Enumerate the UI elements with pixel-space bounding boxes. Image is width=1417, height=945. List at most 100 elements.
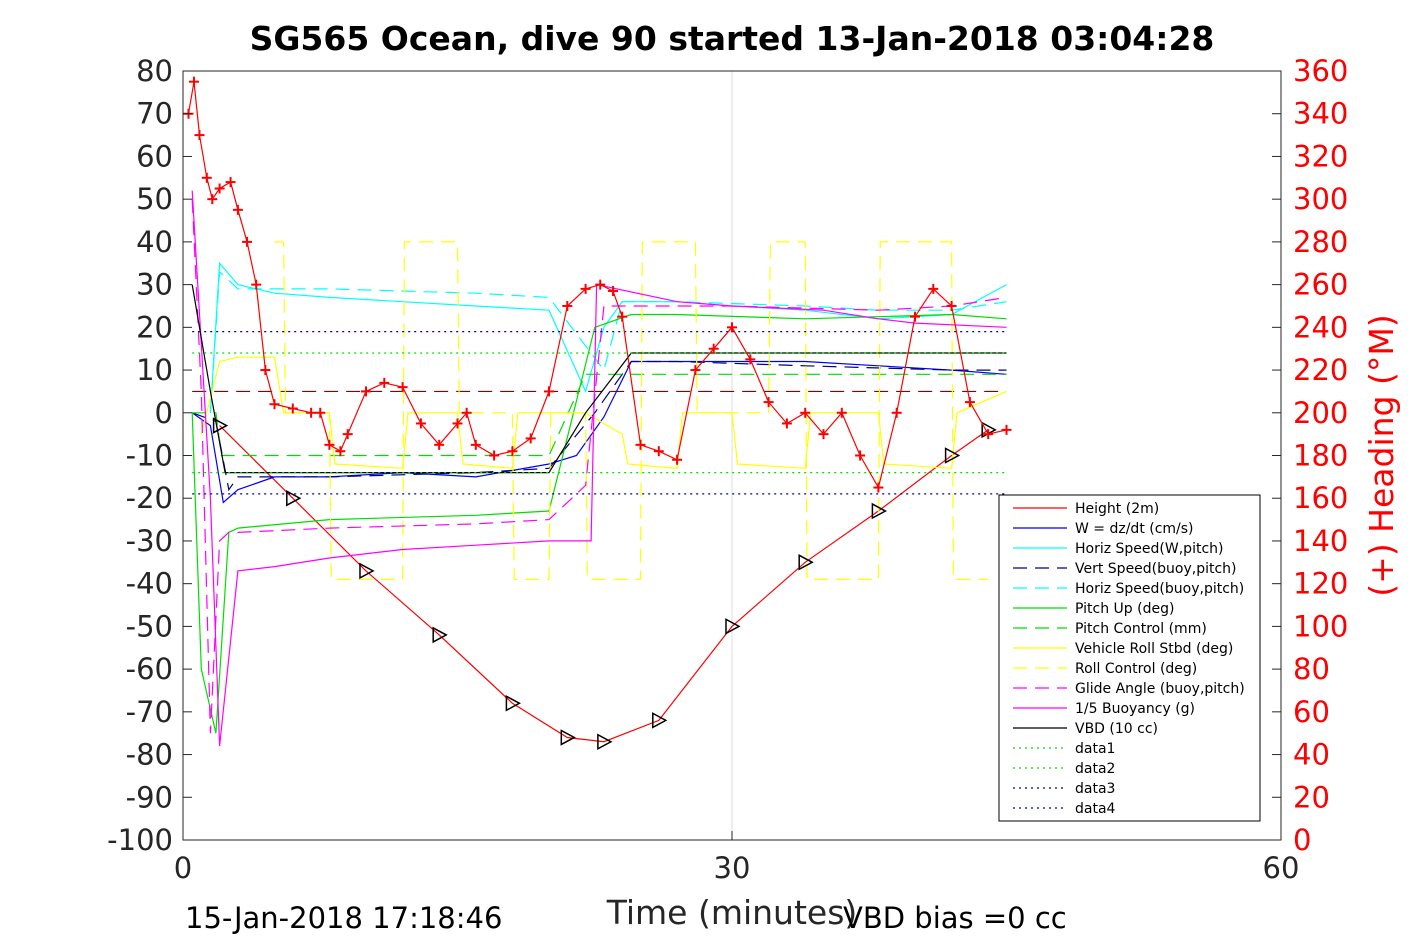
x-tick-label: 30 [714,851,751,885]
heading-marker [315,407,326,418]
heading-marker [690,365,701,376]
legend-label: data2 [1075,761,1115,777]
legend-label: Pitch Up (deg) [1075,601,1174,617]
heading-marker [452,418,463,429]
x-axis-label: Time (minutes) [606,893,858,932]
heading-marker [379,377,390,388]
heading-marker [745,354,756,365]
y-tick-label: -70 [126,695,173,729]
legend-label: Pitch Control (mm) [1075,621,1207,637]
right-axis-label: (+) Heading (°M) [1362,314,1401,596]
y-tick-label: 0 [155,396,173,430]
heading-marker [324,439,335,450]
height-marker [798,554,814,571]
heading-marker [672,454,683,465]
heading-marker [194,130,205,141]
heading-marker [964,397,975,408]
heading-marker [873,482,884,493]
y-tick-label: -40 [126,567,173,601]
y-tick-label: -90 [126,780,173,814]
series-line [274,241,989,581]
heading-marker [260,365,271,376]
footer-vbd-bias: VBD bias =0 cc [843,901,1067,935]
heading-marker [232,204,243,215]
heading-marker [525,433,536,444]
legend-label: Roll Control (deg) [1075,661,1197,677]
axes: 80706050403020100-10-20-30-40-50-60-70-8… [107,54,1348,885]
y-tick-label: 50 [136,182,173,216]
height-marker [286,489,302,507]
height-marker [212,417,229,434]
heading-marker [595,279,606,290]
heading-marker [489,450,500,461]
y-tick-label: -20 [126,481,173,515]
series-line [191,190,1007,747]
y-tick-label: -80 [126,738,173,772]
y-tick-label: 10 [136,353,173,387]
series-line [209,270,1007,413]
right-y-tick-label: 300 [1293,182,1348,216]
heading-marker [580,283,591,294]
legend-label: 1/5 Buoyancy (g) [1075,701,1195,717]
heading-marker [201,172,212,183]
heading-marker [946,300,957,311]
legend-label: data1 [1075,741,1115,757]
heading-marker [635,439,646,450]
height-marker [871,502,887,520]
legend-label: VBD (10 cc) [1075,721,1158,737]
right-y-tick-label: 180 [1293,439,1348,473]
right-y-tick-label: 220 [1293,353,1348,387]
heading-marker [836,407,847,418]
heading-marker [434,439,445,450]
legend-label: Glide Angle (buoy,pitch) [1075,681,1245,697]
y-tick-label: 40 [136,225,173,259]
legend-label: Vehicle Roll Stbd (deg) [1075,641,1233,657]
series-line [191,199,1007,734]
height-marker [505,695,521,712]
right-y-tick-label: 280 [1293,225,1348,259]
heading-marker [461,407,472,418]
right-y-tick-label: 80 [1293,652,1330,686]
heading-marker [207,194,218,205]
heading-marker [855,450,866,461]
heading-marker [800,407,811,418]
y-tick-label: 60 [136,139,173,173]
legend-box [998,494,1261,822]
heading-marker [214,183,225,194]
series-lines [191,190,1007,747]
x-tick-label: 60 [1263,851,1300,885]
legend-label: Vert Speed(buoy,pitch) [1075,561,1237,577]
heading-marker [983,429,994,440]
heading-marker [727,322,737,333]
right-y-tick-label: 40 [1293,738,1330,772]
heading-marker [544,386,554,397]
legend-label: Horiz Speed(buoy,pitch) [1075,581,1244,597]
series-line [209,261,1007,413]
right-y-tick-label: 260 [1293,268,1348,302]
heading-marker [242,236,253,247]
heading-marker [608,286,619,297]
right-y-tick-label: 320 [1293,139,1348,173]
footer-timestamp: 15-Jan-2018 17:18:46 [185,901,502,935]
y-tick-label: 30 [136,268,173,302]
y-tick-label: 20 [136,310,173,344]
heading-marker [910,311,920,322]
right-y-tick-label: 140 [1293,524,1348,558]
heading-marker [397,382,408,393]
heading-line [187,81,1007,490]
heading-marker [306,407,317,418]
chart-title: SG565 Ocean, dive 90 started 13-Jan-2018… [250,19,1215,58]
heading-marker [1001,424,1012,435]
heading-marker [188,76,199,87]
y-tick-label: -10 [126,439,173,473]
heading-marker [269,399,280,410]
heading-marker [928,283,939,294]
y-tick-label: 80 [136,54,173,88]
series-line [191,360,1007,504]
x-tick-label: 0 [174,851,192,885]
series-markers [183,76,1012,750]
height-marker [725,618,741,635]
right-y-tick-label: 120 [1293,567,1348,601]
heading-marker [617,311,628,322]
heading-marker [781,418,792,429]
